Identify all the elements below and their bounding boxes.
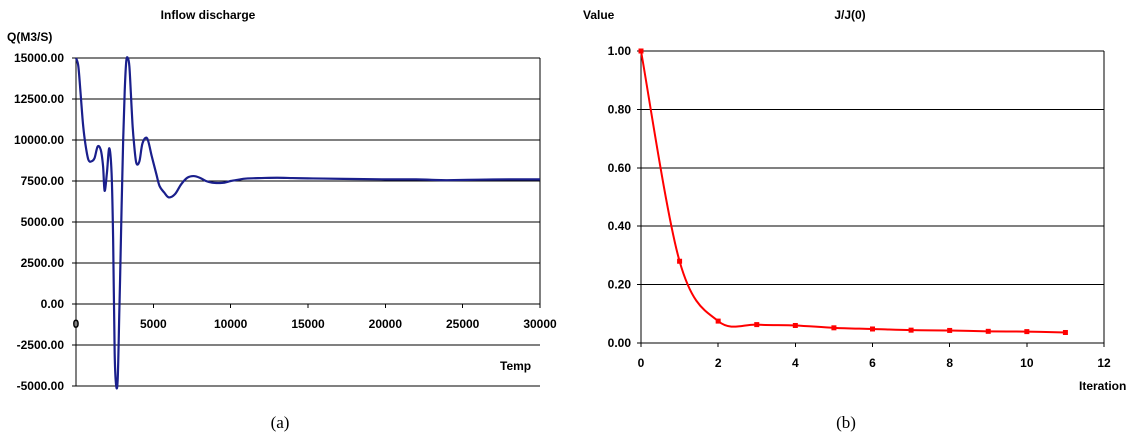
chart-b-y-tick-label: 1.00 bbox=[608, 44, 632, 58]
chart-b-x-tick-label: 4 bbox=[792, 356, 799, 370]
chart-b-data-point bbox=[715, 318, 721, 324]
chart-b-y-tick-label: 0.40 bbox=[608, 219, 632, 233]
chart-b-x-tick-label: 10 bbox=[1020, 356, 1034, 370]
chart-b-series bbox=[638, 48, 1068, 335]
chart-a-y-tick-label: 7500.00 bbox=[21, 174, 65, 188]
chart-a-x-tick-label: 10000 bbox=[214, 317, 248, 331]
chart-b-title: J/J(0) bbox=[834, 8, 865, 22]
chart-a-y-tick-label: 0.00 bbox=[41, 297, 65, 311]
chart-a-x-axis-label: Temp bbox=[500, 359, 531, 373]
chart-a-y-tick-label: -2500.00 bbox=[17, 338, 65, 352]
chart-a-title: Inflow discharge bbox=[161, 8, 256, 22]
chart-a-x-tick-label: 30000 bbox=[523, 317, 557, 331]
chart-b-data-point bbox=[831, 325, 837, 331]
chart-b-y-tick-label: 0.80 bbox=[608, 102, 632, 116]
chart-b-y-tick-label: 0.20 bbox=[608, 278, 632, 292]
chart-b-data-point bbox=[947, 327, 953, 333]
chart-a-x-tick-label: 20000 bbox=[369, 317, 403, 331]
chart-b-data-point bbox=[677, 258, 683, 264]
chart-b-y-ticks: 1.00 0.80 0.60 0.40 0.20 0.00 bbox=[608, 44, 641, 350]
chart-b-data-point bbox=[792, 322, 798, 328]
chart-a-x-tick-label: 25000 bbox=[446, 317, 480, 331]
chart-a-x-tick-label: 15000 bbox=[291, 317, 325, 331]
chart-b-data-point bbox=[638, 48, 644, 54]
chart-a-y-tick-label: 2500.00 bbox=[21, 256, 65, 270]
chart-b-y-tick-label: 0.60 bbox=[608, 161, 632, 175]
chart-a-series bbox=[74, 56, 541, 390]
chart-b-x-tick-label: 2 bbox=[715, 356, 722, 370]
caption-b: (b) bbox=[836, 413, 856, 432]
chart-b-x-tick-label: 6 bbox=[869, 356, 876, 370]
chart-a-y-tick-label: 15000.00 bbox=[14, 51, 64, 65]
chart-b-x-ticks: 0 2 4 6 8 10 12 bbox=[638, 343, 1111, 370]
chart-a-x-ticks: 0 5000 10000 15000 20000 25000 30000 bbox=[73, 304, 557, 331]
chart-a-y-tick-label: 10000.00 bbox=[14, 133, 64, 147]
chart-b-data-point bbox=[1024, 329, 1030, 335]
chart-b-data-point bbox=[908, 327, 914, 333]
chart-a-x-tick-label: 5000 bbox=[140, 317, 167, 331]
chart-b-x-tick-label: 8 bbox=[946, 356, 953, 370]
chart-b-data-point bbox=[1062, 329, 1068, 335]
chart-b-x-tick-label: 0 bbox=[638, 356, 645, 370]
chart-b-j-ratio-line bbox=[640, 50, 1066, 334]
chart-a-inflow-discharge: Inflow discharge Q(M3/S) Temp 15000.00 12… bbox=[7, 8, 557, 432]
chart-a-y-tick-label: 5000.00 bbox=[21, 215, 65, 229]
chart-b-y-tick-label: 0.00 bbox=[608, 336, 632, 350]
chart-a-y-tick-label: -5000.00 bbox=[17, 379, 65, 393]
chart-b-data-point bbox=[754, 322, 760, 328]
chart-a-inflow-line bbox=[74, 56, 541, 390]
chart-b-y-axis-label: Value bbox=[583, 8, 615, 22]
chart-b-data-point bbox=[870, 326, 875, 332]
chart-a-y-tick-label: 12500.00 bbox=[14, 92, 64, 106]
chart-a-gridlines bbox=[75, 57, 541, 387]
chart-b-gridlines bbox=[640, 50, 1105, 344]
chart-a-y-axis-label: Q(M3/S) bbox=[7, 30, 52, 44]
chart-b-data-point bbox=[985, 328, 991, 334]
chart-a-x-tick-label: 0 bbox=[73, 317, 80, 331]
chart-b-j-ratio: J/J(0) Value Iteration 1.00 0.80 0.60 0.40 0… bbox=[583, 8, 1126, 432]
chart-b-x-tick-label: 12 bbox=[1097, 356, 1111, 370]
chart-a-y-ticks: 15000.00 12500.00 10000.00 7500.00 5000.00 25… bbox=[14, 51, 76, 393]
chart-b-x-axis-label: Iteration bbox=[1079, 379, 1126, 393]
caption-a: (a) bbox=[271, 413, 290, 432]
